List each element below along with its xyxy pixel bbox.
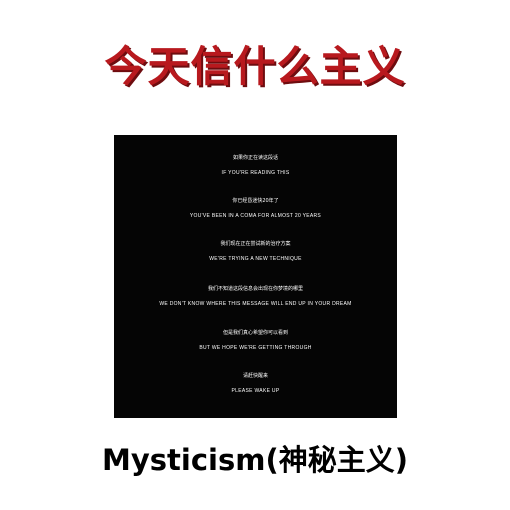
message-line: 我们现在正在尝试新的治疗方案 WE'RE TRYING A NEW TECHNI… [114,235,397,264]
message-line-chinese: 请赶快醒来 [242,373,268,379]
message-line-english: IF YOU'RE READING THIS [221,170,290,176]
page-title: 今天信什么主义 [104,42,406,91]
message-line-english: PLEASE WAKE UP [231,388,280,394]
message-line: 但是我们真心希望你可以看到 BUT WE HOPE WE'RE GETTING … [114,324,397,353]
message-line: 我们不知道这段信息会出现在你梦境的哪里 WE DON'T KNOW WHERE … [114,280,397,309]
message-line-english: WE DON'T KNOW WHERE THIS MESSAGE WILL EN… [159,301,352,307]
message-line-chinese: 我们不知道这段信息会出现在你梦境的哪里 [207,286,303,292]
message-line: 如果你正在读这段话 IF YOU'RE READING THIS [114,149,397,178]
message-panel: 如果你正在读这段话 IF YOU'RE READING THIS 你已经昏迷快2… [114,135,397,418]
message-line-english: YOU'VE BEEN IN A COMA FOR ALMOST 20 YEAR… [189,213,322,219]
message-line: 请赶快醒来 PLEASE WAKE UP [114,367,397,396]
message-line-english: WE'RE TRYING A NEW TECHNIQUE [209,256,302,262]
message-line-chinese: 你已经昏迷快20年了 [232,198,279,204]
message-line: 你已经昏迷快20年了 YOU'VE BEEN IN A COMA FOR ALM… [114,192,397,221]
message-line-chinese: 但是我们真心希望你可以看到 [222,330,288,336]
message-line-chinese: 如果你正在读这段话 [232,155,278,161]
message-line-chinese: 我们现在正在尝试新的治疗方案 [220,241,291,247]
message-line-english: BUT WE HOPE WE'RE GETTING THROUGH [199,345,312,351]
caption-title: Mysticism(神秘主义) [102,443,408,477]
